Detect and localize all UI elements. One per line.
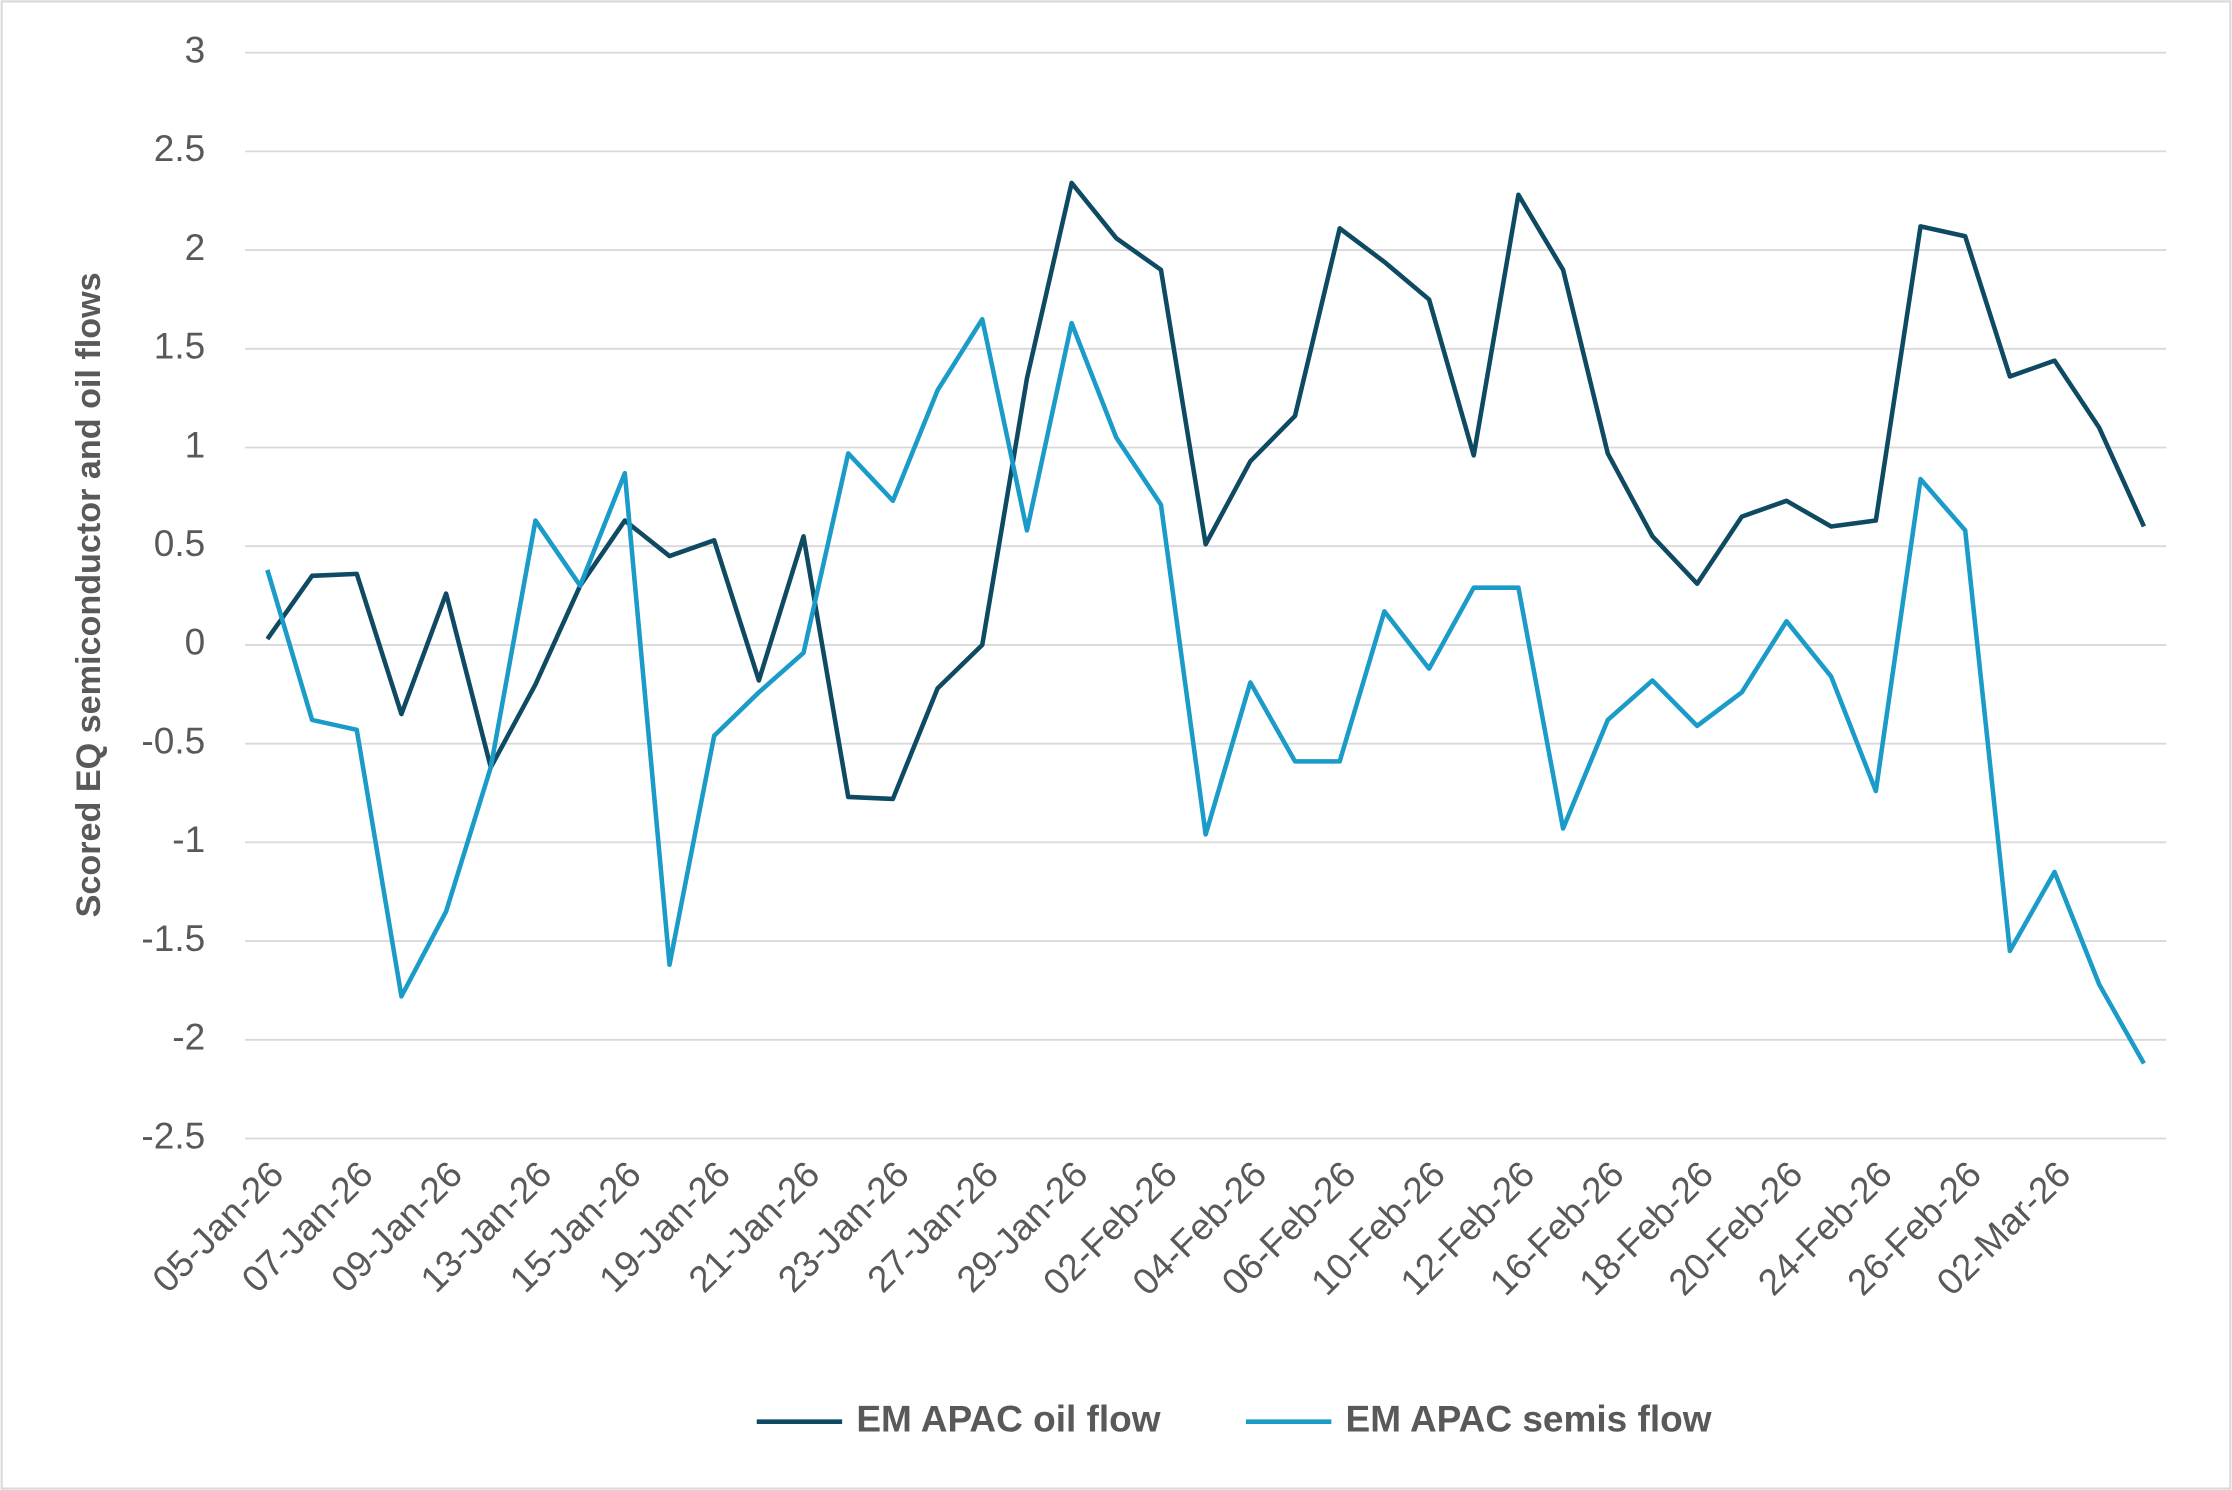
y-axis-title: Scored EQ semiconductor and oil flows bbox=[70, 272, 108, 917]
legend-item: EM APAC semis flow bbox=[1245, 1398, 1712, 1439]
y-tick-label: 2.5 bbox=[154, 128, 205, 169]
y-tick-label: -0.5 bbox=[141, 720, 205, 761]
y-tick-label: -1.5 bbox=[141, 918, 205, 959]
y-tick-label: 3 bbox=[185, 29, 206, 70]
y-tick-label: 0.5 bbox=[154, 523, 205, 564]
series-line bbox=[265, 316, 2146, 1065]
y-tick-label: 1.5 bbox=[154, 326, 205, 367]
legend-item: EM APAC oil flow bbox=[756, 1398, 1161, 1439]
y-tick-label: -2.5 bbox=[141, 1115, 205, 1156]
y-tick-label: -1 bbox=[172, 819, 205, 860]
y-tick-label: 1 bbox=[185, 424, 206, 465]
legend: EM APAC oil flow EM APAC semis flow bbox=[756, 1398, 1712, 1439]
y-tick-label: -2 bbox=[172, 1017, 205, 1058]
y-tick-label: 2 bbox=[185, 227, 206, 268]
legend-label: EM APAC semis flow bbox=[1346, 1398, 1712, 1439]
legend-label: EM APAC oil flow bbox=[856, 1398, 1160, 1439]
y-tick-label: 0 bbox=[185, 622, 206, 663]
